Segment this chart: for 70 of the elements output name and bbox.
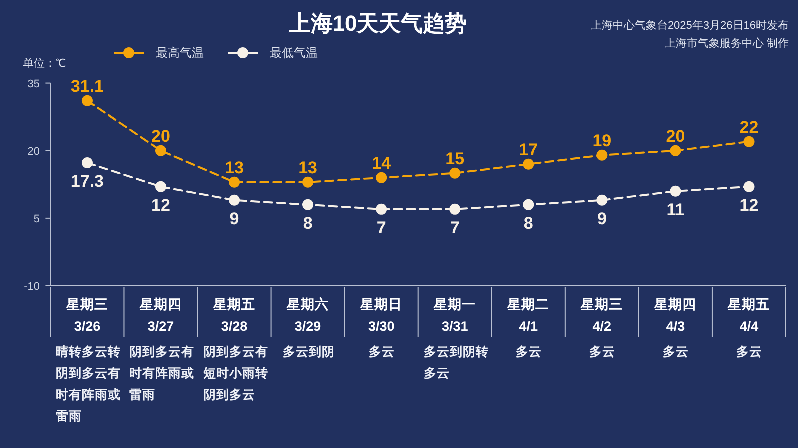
x-tick-label: 星期四 3/27 — [138, 297, 182, 334]
x-tick-label: 星期四 4/3 — [654, 297, 697, 334]
data-label: 15 — [446, 149, 465, 168]
x-tick-label: 星期日 3/30 — [360, 297, 403, 334]
data-label: 8 — [303, 214, 313, 233]
point — [376, 172, 388, 184]
data-label: 31.1 — [70, 76, 104, 96]
data-label: 8 — [524, 214, 534, 233]
legend-label: 最高气温 — [156, 46, 204, 60]
data-label: 12 — [152, 196, 170, 215]
text: 多云 — [663, 345, 690, 359]
point — [229, 176, 240, 188]
data-label: 11 — [666, 200, 685, 220]
text: 多云 — [590, 345, 616, 359]
text: 上海中心气象台2025年3月26日16时发布 — [590, 19, 789, 32]
data-label: 12 — [740, 196, 759, 215]
x-tick-label: 星期三 4/2 — [580, 297, 624, 334]
data-label: 7 — [450, 218, 460, 238]
data-label: 22 — [740, 118, 759, 137]
data-label: 20 — [666, 126, 686, 146]
point — [596, 150, 608, 161]
x-tick-label: 星期二 4/1 — [506, 297, 550, 334]
data-label: 20 — [152, 126, 170, 146]
point — [744, 181, 755, 192]
point — [523, 199, 534, 210]
point — [302, 199, 314, 210]
point — [670, 145, 682, 156]
point — [670, 186, 682, 197]
x-tick-label: 星期六 3/29 — [286, 296, 330, 334]
x-tick-label: 星期三 3/26 — [65, 297, 108, 334]
data-label: 7 — [376, 218, 386, 238]
chart-title: 上海10天天气趋势 — [288, 11, 468, 36]
text: 多云 — [369, 345, 396, 359]
y-axis-title: 单位：℃ — [23, 57, 66, 70]
point — [229, 194, 240, 206]
point — [596, 194, 608, 206]
data-label: 13 — [225, 158, 244, 178]
text: 多云 — [736, 345, 763, 359]
text: 晴转多云转阴到多云有时有阵雨或雷雨 — [56, 345, 122, 424]
point — [450, 168, 461, 179]
point — [450, 204, 461, 215]
text: 阴到多云有时有阵雨或雷雨 — [130, 345, 195, 402]
data-label: 9 — [230, 209, 240, 228]
point — [155, 145, 166, 156]
point — [523, 158, 534, 170]
data-label: 19 — [592, 131, 612, 150]
text: 阴到多云有短时小雨转阴到多云 — [202, 345, 268, 402]
point — [376, 204, 388, 215]
text: 多云 — [516, 345, 542, 359]
text: 多云到阴 — [283, 345, 336, 359]
data-label: 17 — [519, 140, 538, 160]
y-tick-label: -10 — [24, 281, 40, 293]
data-label: 17.3 — [70, 172, 104, 192]
data-label: 14 — [372, 154, 392, 173]
point — [82, 158, 93, 169]
text: 多云到阴转多云 — [424, 345, 489, 380]
point — [82, 95, 93, 106]
data-label: 9 — [597, 209, 607, 228]
x-tick-label: 星期一 3/31 — [433, 297, 476, 334]
x-tick-label: 星期五 3/28 — [212, 297, 256, 334]
point — [744, 136, 755, 148]
point — [302, 176, 314, 188]
point — [155, 181, 166, 192]
y-tick-label: 5 — [34, 213, 40, 226]
legend-label: 最低气温 — [270, 46, 318, 60]
y-tick-label: 20 — [28, 146, 40, 158]
text: 上海市气象服务中心 制作 — [664, 37, 789, 50]
x-tick-label: 星期五 4/4 — [727, 297, 770, 334]
y-tick-label: 35 — [28, 78, 40, 90]
data-label: 13 — [298, 158, 318, 178]
